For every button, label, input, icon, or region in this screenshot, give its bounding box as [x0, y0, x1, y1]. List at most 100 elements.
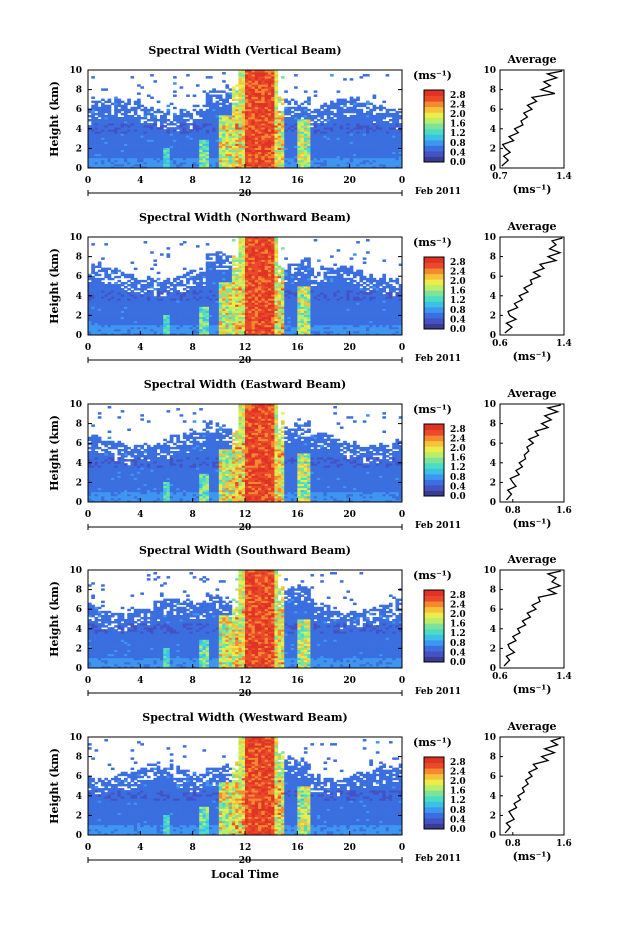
- heatmap-cell: [303, 135, 308, 138]
- heatmap-cell: [303, 100, 308, 104]
- heatmap-cell: [114, 116, 118, 120]
- heatmap-cell: [284, 139, 288, 142]
- heatmap-cell: [369, 119, 373, 122]
- heatmap-cell: [163, 157, 167, 161]
- heatmap-cell: [297, 153, 301, 157]
- heatmap-cell: [235, 147, 239, 151]
- heatmap-cell: [192, 163, 197, 167]
- heatmap-cell: [107, 125, 112, 128]
- heatmap-cell: [310, 131, 315, 134]
- heatmap-cell: [163, 133, 167, 136]
- heatmap-cell: [173, 165, 177, 169]
- heatmap-cell: [107, 149, 112, 153]
- heatmap-cell: [326, 125, 331, 128]
- heatmap-cell: [362, 139, 367, 142]
- heatmap-cell: [104, 165, 109, 169]
- heatmap-cell: [192, 149, 197, 153]
- heatmap-cell: [245, 72, 249, 75]
- heatmap-cell: [114, 104, 118, 108]
- heatmap-cell: [202, 157, 207, 161]
- heatmap-cell: [287, 157, 292, 161]
- heatmap-cell: [280, 153, 285, 157]
- heatmap-cell: [117, 330, 122, 334]
- heatmap-cell: [310, 153, 315, 157]
- heatmap-cell: [284, 112, 288, 116]
- heatmap-cell: [179, 121, 184, 124]
- heatmap-cell: [176, 125, 180, 128]
- heatmap-cell: [166, 286, 171, 289]
- heatmap-cell: [110, 131, 115, 134]
- heatmap-cell: [261, 98, 266, 102]
- heatmap-cell: [241, 110, 246, 114]
- heatmap-cell: [202, 131, 207, 134]
- heatmap-cell: [159, 147, 164, 151]
- heatmap-cell: [107, 163, 112, 167]
- heatmap-cell: [228, 119, 233, 122]
- heatmap-cell: [127, 119, 131, 122]
- heatmap-cell: [94, 163, 99, 167]
- heatmap-cell: [166, 151, 171, 155]
- heatmap-cell: [156, 271, 161, 275]
- heatmap-cell: [114, 267, 118, 271]
- heatmap-cell: [231, 102, 236, 106]
- heatmap-cell: [359, 165, 364, 169]
- heatmap-cell: [290, 129, 295, 132]
- heatmap-cell: [307, 139, 311, 142]
- heatmap-cell: [127, 102, 131, 106]
- heatmap-cell: [343, 116, 347, 120]
- heatmap-cell: [195, 245, 200, 248]
- heatmap-cell: [127, 121, 131, 124]
- panel-2: Spectral Width (Northward Beam)0246810He…: [48, 211, 572, 366]
- heatmap-cell: [264, 137, 269, 140]
- heatmap-cell: [388, 125, 393, 128]
- heatmap-cell: [388, 155, 393, 159]
- heatmap-cell: [287, 123, 292, 126]
- heatmap-cell: [133, 129, 138, 132]
- heatmap-cell: [117, 308, 122, 311]
- heatmap-cell: [379, 155, 383, 159]
- heatmap-cell: [127, 165, 131, 169]
- heatmap-cell: [277, 116, 282, 120]
- heatmap-cell: [91, 143, 95, 146]
- heatmap-cell: [280, 137, 285, 140]
- heatmap-cell: [137, 98, 141, 102]
- heatmap-cell: [251, 125, 256, 128]
- heatmap-cell: [137, 106, 141, 110]
- heatmap-cell: [228, 110, 233, 114]
- heatmap-cell: [133, 147, 138, 151]
- heatmap-cell: [258, 127, 262, 130]
- heatmap-cell: [186, 165, 190, 169]
- heatmap-cell: [127, 133, 131, 136]
- heatmap-cell: [251, 121, 256, 124]
- heatmap-cell: [120, 332, 125, 336]
- heatmap-cell: [343, 151, 347, 155]
- heatmap-cell: [346, 159, 351, 163]
- heatmap-cell: [267, 159, 272, 163]
- heatmap-cell: [300, 114, 305, 118]
- heatmap-cell: [264, 161, 269, 165]
- heatmap-cell: [280, 125, 285, 128]
- heatmap-cell: [313, 114, 318, 118]
- heatmap-cell: [94, 279, 99, 283]
- heatmap-cell: [143, 125, 148, 128]
- heatmap-cell: [261, 119, 266, 122]
- heatmap-cell: [241, 92, 246, 95]
- heatmap-cell: [248, 86, 252, 89]
- heatmap-cell: [91, 265, 95, 269]
- heatmap-cell: [235, 112, 239, 116]
- heatmap-cell: [274, 70, 279, 73]
- heatmap-cell: [264, 127, 269, 130]
- heatmap-cell: [212, 121, 216, 124]
- heatmap-cell: [372, 106, 377, 110]
- heatmap-cell: [114, 324, 118, 328]
- heatmap-cell: [280, 149, 285, 153]
- heatmap-cell: [362, 104, 367, 108]
- heatmap-cell: [336, 121, 341, 124]
- heatmap-cell: [248, 119, 252, 122]
- heatmap-cell: [153, 137, 158, 140]
- heatmap-cell: [101, 106, 105, 110]
- heatmap-cell: [235, 108, 239, 112]
- heatmap-cell: [271, 123, 275, 126]
- heatmap-cell: [110, 290, 115, 293]
- heatmap-cell: [189, 161, 194, 165]
